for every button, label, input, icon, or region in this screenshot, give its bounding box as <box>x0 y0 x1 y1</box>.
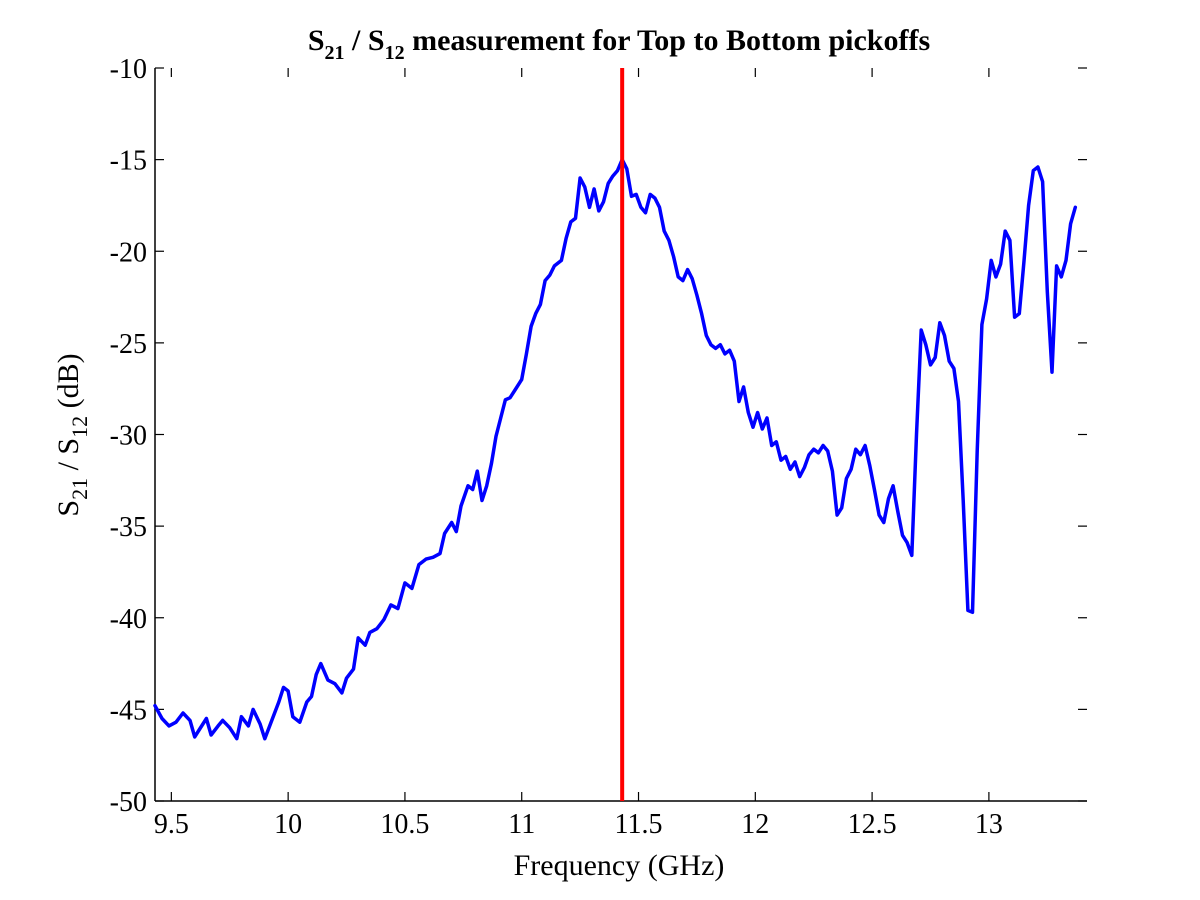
y-tick-label: -25 <box>110 329 147 360</box>
x-tick-label: 12 <box>741 809 769 840</box>
x-axis-label: Frequency (GHz) <box>514 849 725 882</box>
x-tick-label: 10.5 <box>380 809 429 840</box>
x-tick-label: 9.5 <box>154 809 189 840</box>
x-tick-label: 11.5 <box>615 809 663 840</box>
x-tick-label: 12.5 <box>848 809 897 840</box>
y-tick-label: -15 <box>110 146 147 177</box>
x-tick-label: 11 <box>508 809 535 840</box>
y-tick-label: -35 <box>110 512 147 543</box>
y-tick-label: -10 <box>110 54 147 85</box>
y-tick-label: -30 <box>110 421 147 452</box>
x-tick-label: 10 <box>274 809 302 840</box>
x-ticks: 9.5 10 10.5 11 11.5 12 12.5 13 <box>154 68 1003 840</box>
y-tick-label: -40 <box>110 604 147 635</box>
x-tick-label: 13 <box>975 809 1003 840</box>
y-tick-label: -50 <box>110 787 147 818</box>
y-tick-label: -20 <box>110 237 147 268</box>
series-line <box>153 157 1078 741</box>
y-ticks: -10 -15 -20 -25 -30 -35 -40 -45 -50 <box>110 54 1087 818</box>
y-axis-label: S21 / S12 (dB) <box>52 353 92 516</box>
series-layer <box>153 157 1078 741</box>
y-tick-label: -45 <box>110 695 147 726</box>
chart-title: S21 / S12 measurement for Top to Bottom … <box>308 24 930 64</box>
